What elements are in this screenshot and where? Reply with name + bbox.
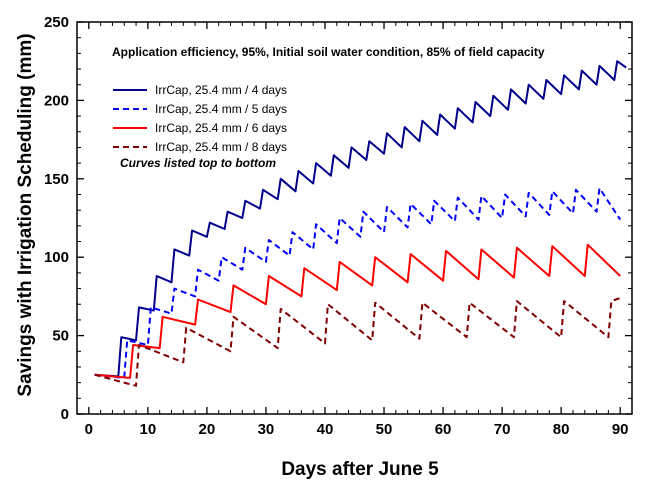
x-tick-label: 10 [140, 421, 157, 438]
y-tick-label: 150 [44, 171, 69, 188]
x-tick-label: 60 [435, 421, 452, 438]
legend-label-3: IrrCap, 25.4 mm / 6 days [155, 121, 287, 135]
axis-ticks: 0 10 20 30 40 50 60 70 80 90 0 50 100 150 200 250 [44, 14, 632, 438]
y-tick-label: 0 [61, 406, 69, 423]
x-tick-label: 0 [85, 421, 93, 438]
x-axis-title: Days after June 5 [281, 459, 439, 480]
plot-frame [76, 21, 633, 415]
x-tick-label: 20 [199, 421, 216, 438]
series-line-4 [94, 297, 621, 387]
legend: IrrCap, 25.4 mm / 4 days IrrCap, 25.4 mm … [113, 83, 287, 154]
x-tick-label: 90 [612, 421, 629, 438]
annotation: Application efficiency, 95%, Initial soi… [112, 45, 545, 59]
legend-label-4: IrrCap, 25.4 mm / 8 days [155, 140, 287, 154]
legend-note: Curves listed top to bottom [120, 156, 276, 170]
series-line-3 [94, 243, 621, 379]
series-line-1 [94, 60, 627, 378]
y-tick-label: 100 [44, 249, 69, 266]
y-tick-label: 50 [52, 328, 69, 345]
plot-area [76, 21, 633, 415]
x-tick-label: 30 [258, 421, 275, 438]
x-tick-label: 70 [494, 421, 511, 438]
series-line-2 [94, 187, 622, 379]
series-layer [94, 60, 627, 387]
y-tick-label: 250 [44, 14, 69, 31]
legend-label-1: IrrCap, 25.4 mm / 4 days [155, 83, 287, 97]
y-axis-title: Savings with Irrigation Scheduling (mm) [15, 33, 36, 396]
legend-label-2: IrrCap, 25.4 mm / 5 days [155, 102, 287, 116]
x-tick-label: 50 [376, 421, 393, 438]
x-tick-label: 40 [317, 421, 334, 438]
y-tick-label: 200 [44, 92, 69, 109]
x-tick-label: 80 [553, 421, 570, 438]
